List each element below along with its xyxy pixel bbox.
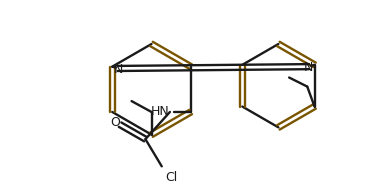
- Text: O: O: [111, 116, 121, 129]
- Text: HN: HN: [151, 105, 170, 118]
- Text: N: N: [303, 61, 313, 74]
- Text: N: N: [114, 63, 123, 76]
- Text: Cl: Cl: [165, 171, 178, 184]
